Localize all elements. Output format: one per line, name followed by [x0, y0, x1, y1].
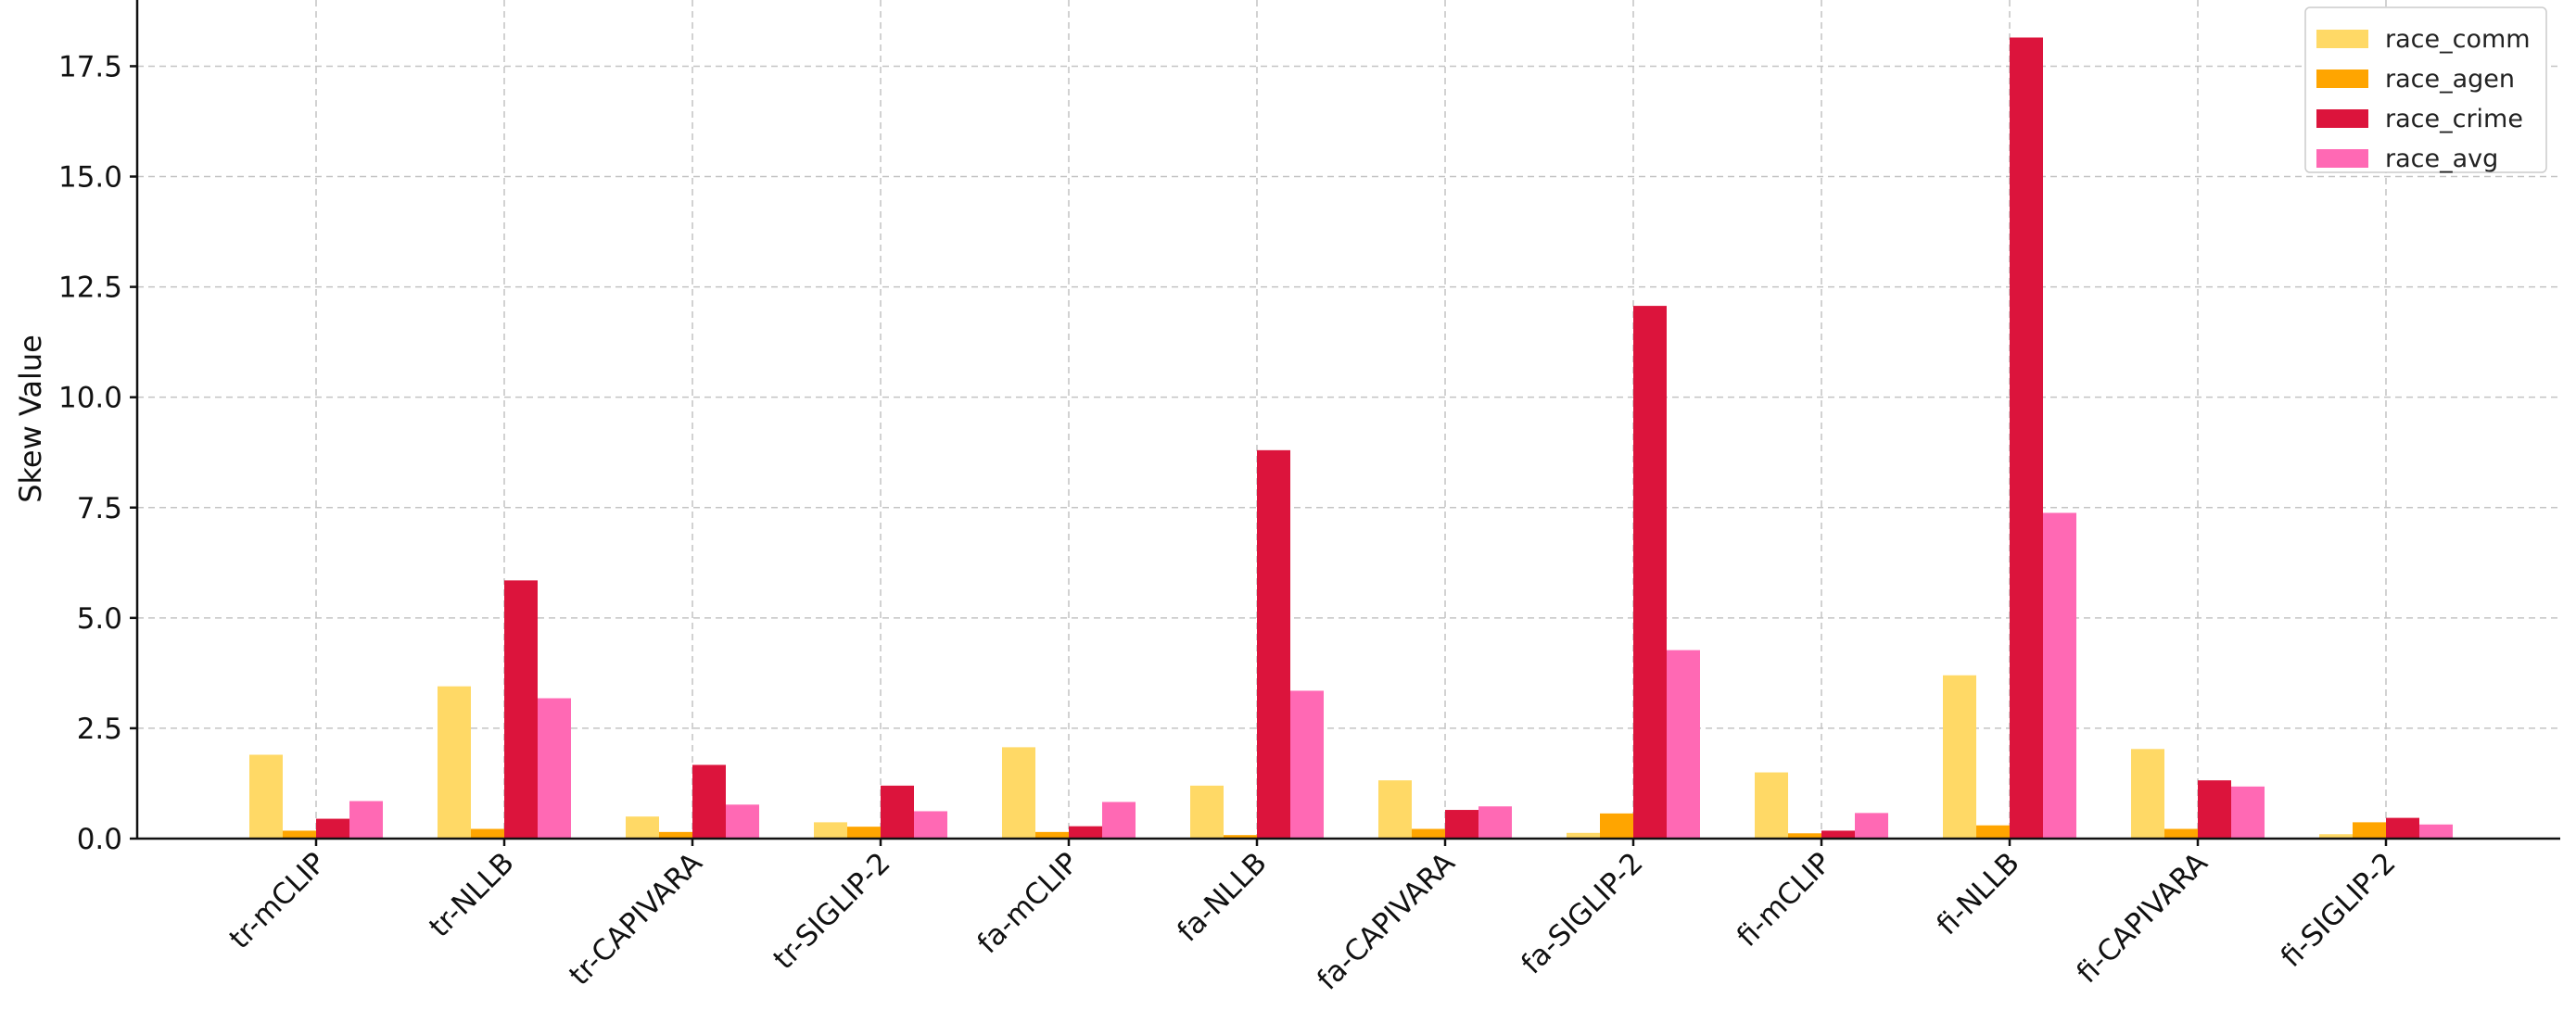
x-tick-label: fi-mCLIP: [1731, 846, 1838, 954]
y-tick-label: 7.5: [77, 492, 122, 525]
x-tick-label: fi-CAPIVARA: [2071, 846, 2214, 990]
legend-swatch-race_crime: [2316, 109, 2368, 128]
bar-race_crime: [2198, 780, 2231, 839]
bar-race_avg: [2231, 786, 2265, 839]
bar-race_agen: [471, 828, 504, 839]
legend-swatch-race_avg: [2316, 149, 2368, 168]
axes: [130, 0, 2560, 846]
x-tick-label: fa-mCLIP: [971, 846, 1085, 960]
bar-race_agen: [1788, 833, 1821, 839]
bar-race_crime: [1633, 306, 1667, 839]
bar-race_crime: [2010, 37, 2043, 840]
legend-label-race_agen: race_agen: [2385, 65, 2515, 94]
bar-race_comm: [1943, 675, 1976, 839]
bar-race_crime: [504, 580, 538, 839]
legend-label-race_crime: race_crime: [2385, 105, 2523, 133]
bar-race_agen: [1412, 828, 1445, 839]
y-tick-label: 5.0: [77, 602, 122, 636]
bar-race_comm: [2131, 749, 2164, 839]
bar-race_avg: [2043, 512, 2076, 839]
legend-frame: [2304, 6, 2547, 173]
bar-race_agen: [1976, 825, 2010, 839]
x-tick-label: tr-SIGLIP-2: [767, 846, 896, 976]
y-tick-label: 10.0: [58, 382, 122, 415]
grid-lines: [137, 0, 2560, 840]
bar-race_crime: [2386, 817, 2419, 839]
x-tick-label: fa-SIGLIP-2: [1516, 846, 1650, 980]
bar-race_comm: [1378, 780, 1412, 839]
x-tick-label: tr-mCLIP: [223, 846, 333, 955]
x-tick-label: tr-CAPIVARA: [563, 846, 708, 991]
bar-race_agen: [2164, 828, 2198, 839]
y-axis-label: Skew Value: [13, 335, 48, 503]
bar-race_comm: [249, 754, 283, 839]
bar-race_avg: [2419, 824, 2453, 839]
bar-race_crime: [1257, 449, 1290, 839]
bar-race_crime: [316, 818, 349, 839]
x-tick-label: fa-CAPIVARA: [1311, 846, 1461, 996]
bar-race_agen: [283, 830, 316, 839]
bar-race_comm: [438, 686, 471, 839]
bar-race_comm: [1567, 832, 1600, 839]
bar-race_agen: [659, 831, 692, 839]
bar-race_comm: [1755, 772, 1788, 839]
bar-race_crime: [1445, 810, 1478, 839]
x-tick-label: fa-NLLB: [1171, 846, 1273, 948]
bar-race_avg: [1855, 813, 1888, 839]
bar-race_avg: [349, 801, 383, 839]
bar-race_comm: [814, 822, 847, 839]
x-tick-label: fi-NLLB: [1931, 846, 2026, 941]
bar-race_comm: [1002, 747, 1035, 839]
bar-race_crime: [1821, 830, 1855, 839]
bar-race_avg: [1290, 690, 1324, 839]
bar-race_avg: [1478, 806, 1512, 839]
y-tick-label: 15.0: [58, 161, 122, 195]
bar-race_avg: [726, 804, 759, 839]
bar-race_comm: [1190, 785, 1224, 839]
bar-race_agen: [1224, 835, 1257, 839]
bar-race_avg: [914, 811, 947, 839]
bar-race_agen: [2353, 822, 2386, 839]
legend-swatch-race_agen: [2316, 69, 2368, 88]
bar-race_agen: [1600, 813, 1633, 839]
bar-race_avg: [538, 698, 571, 839]
bar-race_crime: [881, 785, 914, 839]
bar-race_crime: [692, 764, 726, 839]
y-tick-label: 12.5: [58, 272, 122, 305]
x-tick-label: fi-SIGLIP-2: [2275, 846, 2403, 974]
bar-race_agen: [1035, 831, 1069, 839]
bar-race_comm: [2319, 834, 2353, 839]
x-tick-label: tr-NLLB: [423, 846, 520, 943]
bar-race_avg: [1667, 650, 1700, 839]
bar-race_crime: [1069, 826, 1102, 839]
bar-race_comm: [626, 816, 659, 839]
bars: [249, 37, 2453, 840]
y-tick-label: 0.0: [77, 823, 122, 856]
y-tick-label: 2.5: [77, 713, 122, 746]
legend-label-race_avg: race_avg: [2385, 145, 2498, 173]
legend-swatch-race_comm: [2316, 30, 2368, 48]
y-tick-label: 17.5: [58, 50, 122, 83]
legend-label-race_comm: race_comm: [2385, 25, 2531, 54]
bar-race_agen: [847, 827, 881, 839]
bar-race_avg: [1102, 802, 1136, 839]
legend[interactable]: race_comm race_agen race_crime race_avg: [2304, 6, 2547, 173]
